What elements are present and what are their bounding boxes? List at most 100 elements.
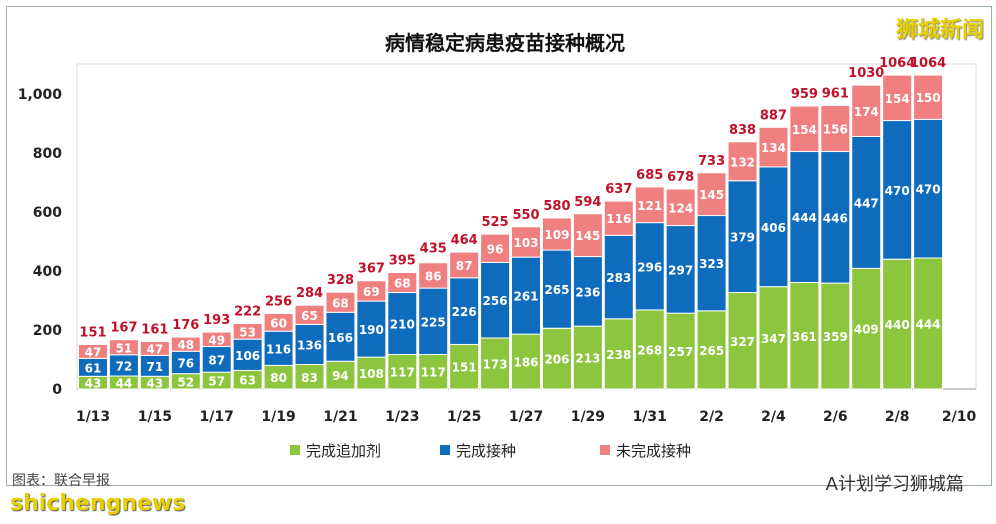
segment-label: 379 [730,231,755,245]
segment-label: 96 [487,242,504,256]
segment-label: 87 [456,259,473,273]
y-tick-label: 200 [33,323,62,339]
segment-label: 470 [916,183,941,197]
watermark-bottom-left: shichengnews [10,491,186,516]
total-label: 464 [451,233,478,248]
watermark-bottom-right: A计划学习狮城篇 [825,474,964,495]
total-label: 1064 [879,56,915,71]
bar-segment [387,271,418,294]
total-label: 594 [574,195,601,210]
bar-segment [541,217,572,251]
segment-label: 43 [147,377,164,391]
segment-label: 132 [730,155,755,169]
x-tick-label: 2/2 [699,409,724,425]
segment-label: 213 [575,352,600,366]
x-tick-label: 2/4 [761,409,786,425]
segment-label: 51 [116,341,133,355]
y-tick-label: 800 [33,146,62,162]
segment-label: 409 [854,323,879,337]
segment-label: 257 [668,345,693,359]
segment-label: 72 [116,359,133,373]
x-tick-label: 1/13 [76,409,110,425]
segment-label: 116 [606,212,631,226]
bar-segment [913,257,944,390]
bar-segment [820,105,851,153]
segment-label: 47 [147,342,164,356]
bar-segment [108,339,139,356]
total-label: 328 [327,273,354,288]
segment-label: 283 [606,271,631,285]
segment-label: 80 [270,371,287,385]
x-tick-label: 2/6 [823,409,848,425]
bar-segment [665,312,696,390]
y-tick-label: 400 [33,264,62,280]
bar-segment [480,233,511,263]
segment-label: 238 [606,348,631,362]
total-label: 959 [791,87,818,102]
legend-swatch [440,445,450,455]
segment-label: 63 [239,374,256,388]
y-tick-label: 600 [33,205,62,221]
segment-label: 71 [147,360,164,374]
segment-label: 327 [730,335,755,349]
total-label: 256 [265,294,292,309]
segment-label: 470 [885,184,910,198]
segment-label: 136 [297,338,322,352]
segment-label: 444 [792,211,817,225]
bar-segment [511,333,542,390]
legend-swatch [600,445,610,455]
segment-label: 210 [390,318,415,332]
total-label: 161 [141,323,168,338]
bar-segment [387,292,418,355]
bar-segment [78,343,108,359]
segment-label: 103 [513,236,538,250]
bar-segment [418,287,449,355]
y-tick-label: 1,000 [18,87,63,103]
bar-segment [572,256,603,327]
bar-segment [727,180,758,294]
segment-label: 68 [332,296,349,310]
bar-segment [356,356,387,390]
total-label: 176 [172,318,199,333]
segment-label: 447 [854,196,879,210]
total-label: 1064 [910,56,946,71]
bar-segment [789,282,820,390]
bar-segment [789,151,820,284]
total-label: 435 [420,242,447,257]
segment-label: 61 [85,361,102,375]
bar-segment [139,341,170,356]
x-tick-label: 1/31 [633,409,667,425]
bar-segment [201,331,232,348]
bar-segment [789,105,820,153]
segment-label: 154 [792,123,817,137]
bar-segment [263,312,294,332]
segment-label: 347 [761,332,786,346]
bar-segment [511,226,542,258]
segment-label: 43 [85,377,102,391]
segment-label: 323 [699,257,724,271]
x-tick-label: 2/10 [942,409,977,425]
segment-label: 52 [177,375,194,389]
source-note: 图表：联合早报 [12,473,110,489]
legend-label: 完成接种 [456,442,516,460]
bar-segment [603,318,634,390]
segment-label: 134 [761,141,786,155]
segment-label: 190 [359,323,384,337]
segment-label: 69 [363,285,380,299]
segment-label: 150 [916,91,941,105]
bar-segment [480,261,511,339]
segment-label: 151 [452,361,477,375]
segment-label: 145 [699,188,724,202]
segment-label: 256 [483,294,508,308]
total-label: 961 [822,87,849,102]
legend-label: 未完成接种 [616,442,691,460]
segment-label: 83 [301,371,318,385]
x-tick-label: 2/8 [885,409,910,425]
x-tick-label: 1/27 [509,409,543,425]
segment-label: 361 [792,330,817,344]
total-label: 580 [543,199,570,214]
segment-label: 236 [575,285,600,299]
segment-label: 186 [513,356,538,370]
bar-segment [851,84,882,137]
x-tick-label: 1/19 [261,409,295,425]
